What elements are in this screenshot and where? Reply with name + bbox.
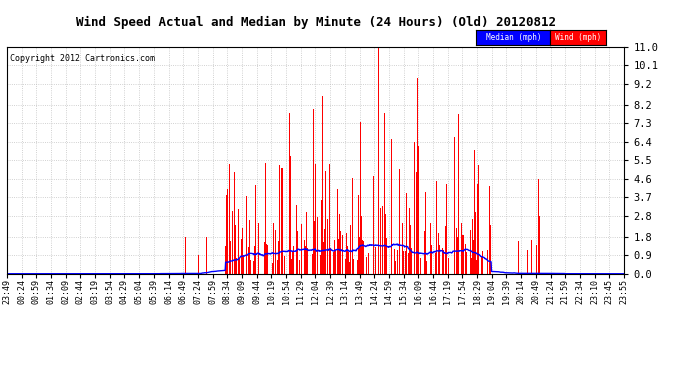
Title: Wind Speed Actual and Median by Minute (24 Hours) (Old) 20120812: Wind Speed Actual and Median by Minute (… [76, 16, 555, 29]
Text: Copyright 2012 Cartronics.com: Copyright 2012 Cartronics.com [10, 54, 155, 63]
